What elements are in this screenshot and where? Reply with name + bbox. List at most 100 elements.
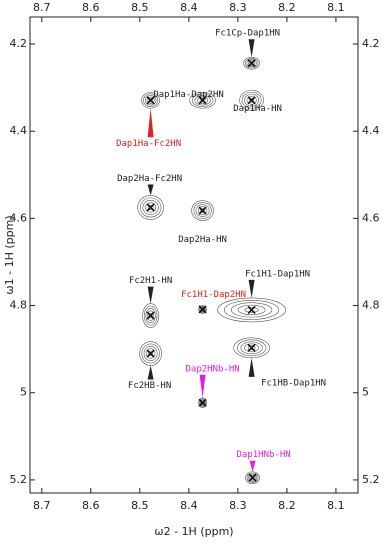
peak-label: Dap2HNb-HN xyxy=(185,364,239,374)
contour xyxy=(197,206,208,215)
peak-label: Dap2Ha-Fc2HN xyxy=(117,174,182,184)
contour xyxy=(244,58,259,69)
x-tick-label: 8.1 xyxy=(327,1,345,14)
peak-marker xyxy=(198,398,207,407)
y-tick-label: 4.6 xyxy=(10,211,28,224)
contour xyxy=(145,308,156,324)
peak-label: Fc2HB-HN xyxy=(128,381,171,391)
y-tick-label: 5.2 xyxy=(362,473,380,486)
contour xyxy=(143,305,158,326)
peak-label: Fc2H1-HN xyxy=(129,276,172,286)
arrow-wedge xyxy=(147,108,154,138)
peak-marker xyxy=(247,96,256,105)
y-tick-label: 4.2 xyxy=(10,37,28,50)
peak-marker xyxy=(146,349,155,358)
peak-marker xyxy=(146,311,155,320)
peak-marker xyxy=(146,96,155,105)
contour xyxy=(142,199,159,215)
arrow-wedge xyxy=(248,279,255,298)
peak-marker xyxy=(247,59,256,68)
contour xyxy=(148,98,153,103)
arrow-wedge xyxy=(147,365,154,380)
contour xyxy=(195,204,210,217)
contour xyxy=(244,307,259,313)
peak-marker xyxy=(146,203,155,212)
peak-label: Dap1HNb-HN xyxy=(236,450,290,460)
contour xyxy=(148,350,154,357)
y-tick-label: 4.8 xyxy=(362,299,380,312)
contour xyxy=(248,60,256,66)
peak-marker xyxy=(247,305,256,314)
peak-marker xyxy=(248,473,257,482)
x-tick-label: 8.6 xyxy=(82,1,100,14)
contour xyxy=(148,312,153,319)
y-tick-label: 5 xyxy=(20,386,27,399)
contour xyxy=(248,97,255,103)
arrow-wedge xyxy=(199,374,206,398)
contour xyxy=(200,400,205,406)
peak-marker xyxy=(198,96,207,105)
contour xyxy=(145,202,157,213)
x-tick-label: 8.6 xyxy=(82,499,100,512)
contour xyxy=(145,348,156,359)
contour xyxy=(194,95,211,106)
contour xyxy=(198,305,207,314)
x-tick-label: 8.4 xyxy=(180,1,198,14)
contour xyxy=(143,93,159,107)
y-tick-label: 4.8 xyxy=(10,299,28,312)
y-tick-label: 4.2 xyxy=(362,37,380,50)
x-tick-label: 8.5 xyxy=(131,499,149,512)
contour xyxy=(241,91,262,109)
contour xyxy=(248,473,258,482)
peak-marker xyxy=(247,343,256,352)
contour xyxy=(143,346,158,362)
x-tick-label: 8.3 xyxy=(229,1,247,14)
peak-label: Dap1Ha-HN xyxy=(233,104,282,114)
contour xyxy=(246,95,257,105)
contour xyxy=(240,341,263,355)
contour xyxy=(144,95,157,106)
contour xyxy=(237,304,266,316)
x-tick-label: 8.4 xyxy=(180,499,198,512)
contour xyxy=(200,208,206,213)
contour xyxy=(250,476,255,480)
arrow-wedge xyxy=(248,39,255,58)
x-tick-label: 8.3 xyxy=(229,499,247,512)
contour xyxy=(244,93,260,107)
contour xyxy=(199,306,206,313)
contour xyxy=(199,398,207,408)
contour xyxy=(141,343,160,364)
contour xyxy=(249,61,254,65)
arrow-wedge xyxy=(248,357,255,377)
x-tick-label: 8.7 xyxy=(33,499,51,512)
peak-label: Dap2Ha-HN xyxy=(178,235,227,245)
contour xyxy=(247,345,256,351)
x-tick-label: 8.1 xyxy=(327,499,345,512)
peak-label: Dap1Ha-Fc2HN xyxy=(116,139,181,149)
contour xyxy=(191,93,214,107)
contour xyxy=(147,204,154,211)
contour xyxy=(224,300,280,320)
contour xyxy=(139,197,162,218)
contour xyxy=(230,302,273,318)
arrow-wedge xyxy=(147,184,154,196)
contour xyxy=(197,96,209,104)
y-tick-label: 5 xyxy=(362,386,369,399)
contour xyxy=(249,475,256,481)
y-tick-label: 4.4 xyxy=(10,124,28,137)
contour xyxy=(199,98,206,103)
contour xyxy=(239,89,264,111)
x-tick-label: 8.2 xyxy=(278,1,296,14)
y-tick-label: 5.2 xyxy=(10,473,28,486)
y-tick-label: 4.4 xyxy=(362,124,380,137)
x-axis-label: ω2 - 1H (ppm) xyxy=(154,525,233,538)
contour xyxy=(193,202,212,219)
contour xyxy=(146,96,155,104)
peak-label: Fc1HB-Dap1HN xyxy=(261,378,326,388)
contour xyxy=(199,399,206,407)
contour xyxy=(244,343,260,353)
peak-label: Dap1Ha-Dap2HN xyxy=(153,90,223,100)
contour xyxy=(246,59,257,68)
contour xyxy=(191,200,214,221)
